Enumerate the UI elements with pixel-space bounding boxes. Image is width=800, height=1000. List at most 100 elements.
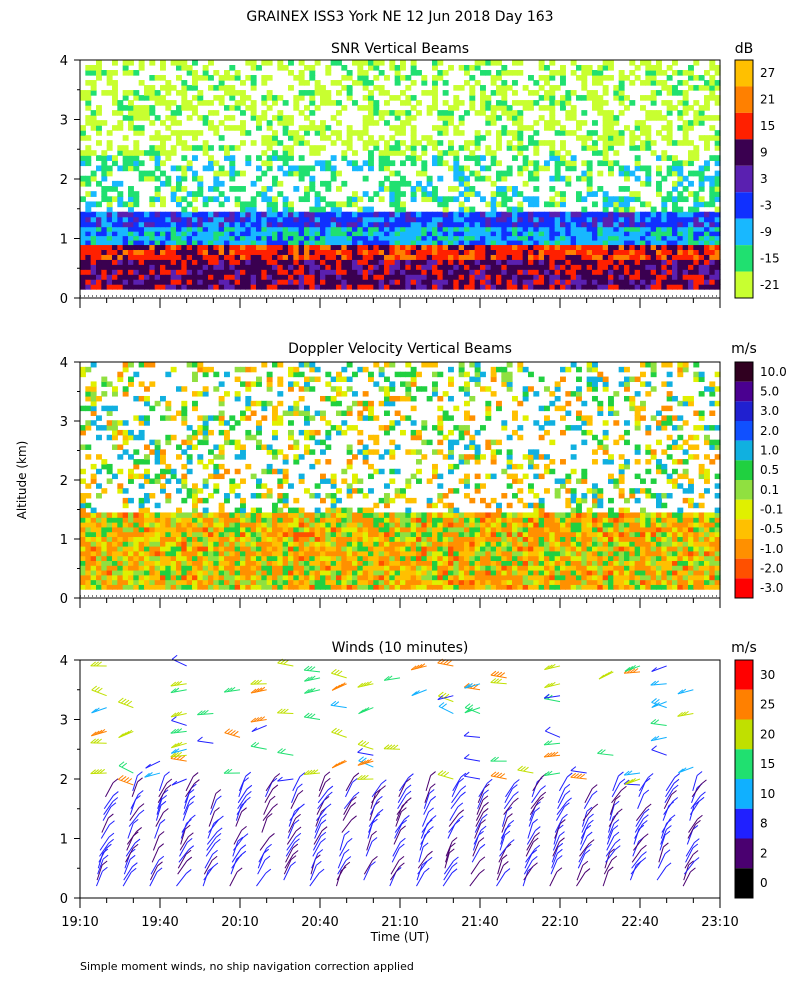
heat-cell: [266, 95, 273, 101]
heat-cell: [101, 536, 108, 542]
heat-cell: [272, 244, 278, 251]
heat-cell: [634, 264, 641, 270]
heat-cell: [474, 259, 481, 265]
heat-cell: [160, 264, 166, 270]
heat-cell: [714, 170, 721, 177]
heat-cell: [144, 269, 150, 275]
heat-cell: [634, 175, 641, 182]
heat-cell: [272, 226, 278, 232]
heat-cell: [154, 555, 161, 561]
heat-cell: [250, 517, 257, 523]
heat-cell: [421, 264, 428, 270]
heat-cell: [677, 226, 684, 232]
heat-cell: [613, 120, 620, 126]
heat-cell: [213, 110, 220, 116]
heat-cell: [480, 550, 486, 557]
heat-cell: [309, 150, 316, 156]
heat-cell: [160, 201, 166, 208]
heat-cell: [458, 522, 465, 528]
heat-cell: [581, 244, 588, 251]
heat-cell: [597, 105, 604, 111]
heat-cell: [549, 231, 556, 237]
heat-cell: [677, 90, 684, 96]
heat-cell: [522, 211, 529, 218]
heat-cell: [581, 249, 588, 255]
heat-cell: [218, 546, 225, 552]
heat-cell: [106, 550, 113, 557]
heat-cell: [320, 512, 326, 518]
heat-cell: [640, 216, 646, 223]
heat-cell: [330, 550, 337, 557]
heat-cell: [645, 65, 652, 71]
heat-cell: [672, 231, 678, 237]
heat-cell: [218, 269, 225, 275]
heat-cell: [522, 235, 529, 241]
heat-cell: [378, 555, 385, 561]
heat-cell: [122, 239, 129, 246]
heat-cell: [357, 569, 364, 576]
heat-cell: [570, 60, 577, 66]
heat-cell: [437, 239, 444, 246]
heat-cell: [176, 75, 182, 81]
heat-cell: [533, 221, 540, 228]
heat-cell: [661, 216, 668, 223]
heat-cell: [144, 579, 150, 585]
heat-cell: [320, 135, 326, 141]
heat-cell: [565, 249, 572, 255]
heat-cell: [346, 160, 353, 167]
heat-cell: [309, 512, 316, 518]
heat-cell: [373, 284, 380, 290]
heat-cell: [176, 584, 182, 590]
heat-cell: [277, 269, 284, 275]
heat-cell: [506, 531, 513, 538]
heat-cell: [357, 550, 364, 557]
heat-cell: [586, 274, 593, 280]
heat-cell: [704, 140, 710, 146]
heat-cell: [138, 150, 145, 156]
heat-cell: [192, 145, 198, 151]
heat-cell: [597, 186, 604, 192]
heat-cell: [245, 536, 252, 542]
heat-cell: [138, 584, 145, 590]
heat-cell: [149, 274, 156, 280]
heat-cell: [90, 191, 97, 197]
heat-cell: [645, 211, 652, 218]
heat-cell: [512, 235, 518, 241]
heat-cell: [352, 244, 358, 251]
heat-cell: [624, 105, 630, 111]
heat-cell: [362, 274, 369, 280]
heat-cell: [277, 536, 284, 542]
heat-cell: [330, 60, 337, 66]
heat-cell: [576, 274, 582, 280]
heat-cell: [314, 191, 321, 197]
heat-cell: [229, 239, 236, 246]
heat-cell: [170, 574, 177, 581]
heat-cell: [176, 531, 182, 538]
heat-cell: [416, 221, 422, 228]
heat-cell: [112, 512, 118, 518]
colorbar-label: 9: [760, 146, 768, 160]
heat-cell: [426, 191, 433, 197]
heat-cell: [298, 550, 305, 557]
heat-cell: [688, 65, 694, 71]
heat-cell: [234, 211, 241, 218]
heat-cell: [672, 244, 678, 251]
heat-cell: [229, 522, 236, 528]
heat-cell: [186, 279, 193, 285]
heat-cell: [714, 216, 721, 223]
heat-cell: [112, 264, 118, 270]
heat-cell: [474, 80, 481, 86]
heat-cell: [309, 546, 316, 552]
heat-cell: [592, 105, 598, 111]
heat-cell: [176, 522, 182, 528]
heat-cell: [501, 274, 508, 280]
heat-cell: [240, 244, 246, 251]
heat-cell: [506, 284, 513, 290]
heat-cell: [506, 522, 513, 528]
heat-cell: [261, 186, 268, 192]
heat-cell: [149, 211, 156, 218]
heat-cell: [240, 512, 246, 518]
heat-cell: [464, 550, 470, 557]
heat-cell: [469, 216, 476, 223]
